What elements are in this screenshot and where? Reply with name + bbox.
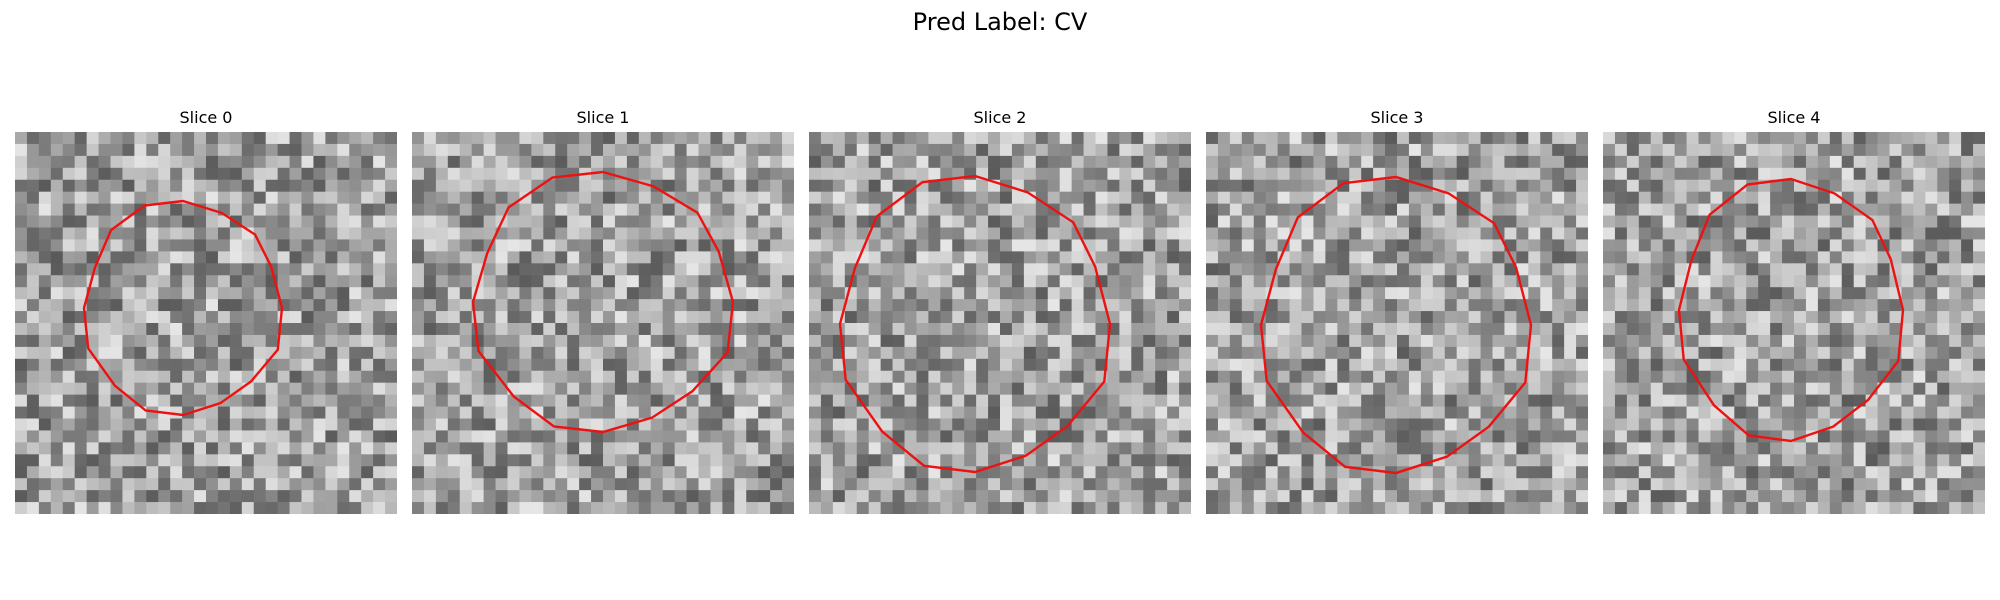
slice-panel-0: Slice 0	[15, 104, 397, 514]
slice-panel-3: Slice 3	[1206, 104, 1588, 514]
slice-title-0: Slice 0	[179, 108, 233, 127]
slice-panel-1: Slice 1	[412, 104, 794, 514]
slice-panel-4: Slice 4	[1603, 104, 1985, 514]
slice-image-4	[1603, 132, 1985, 514]
slice-title-3: Slice 3	[1370, 108, 1424, 127]
slice-title-1: Slice 1	[576, 108, 630, 127]
slice-title-4: Slice 4	[1767, 108, 1821, 127]
slice-image-0	[15, 132, 397, 514]
contour-outline-3	[1259, 175, 1533, 475]
contour-outline-2	[838, 174, 1112, 474]
slice-image-2	[809, 132, 1191, 514]
slice-panel-2: Slice 2	[809, 104, 1191, 514]
contour-outline-1	[471, 170, 735, 434]
slice-image-1	[412, 132, 794, 514]
slice-title-2: Slice 2	[973, 108, 1027, 127]
slice-image-3	[1206, 132, 1588, 514]
contour-outline-4	[1677, 177, 1905, 443]
figure-title: Pred Label: CV	[912, 8, 1088, 36]
contour-outline-0	[82, 199, 284, 417]
